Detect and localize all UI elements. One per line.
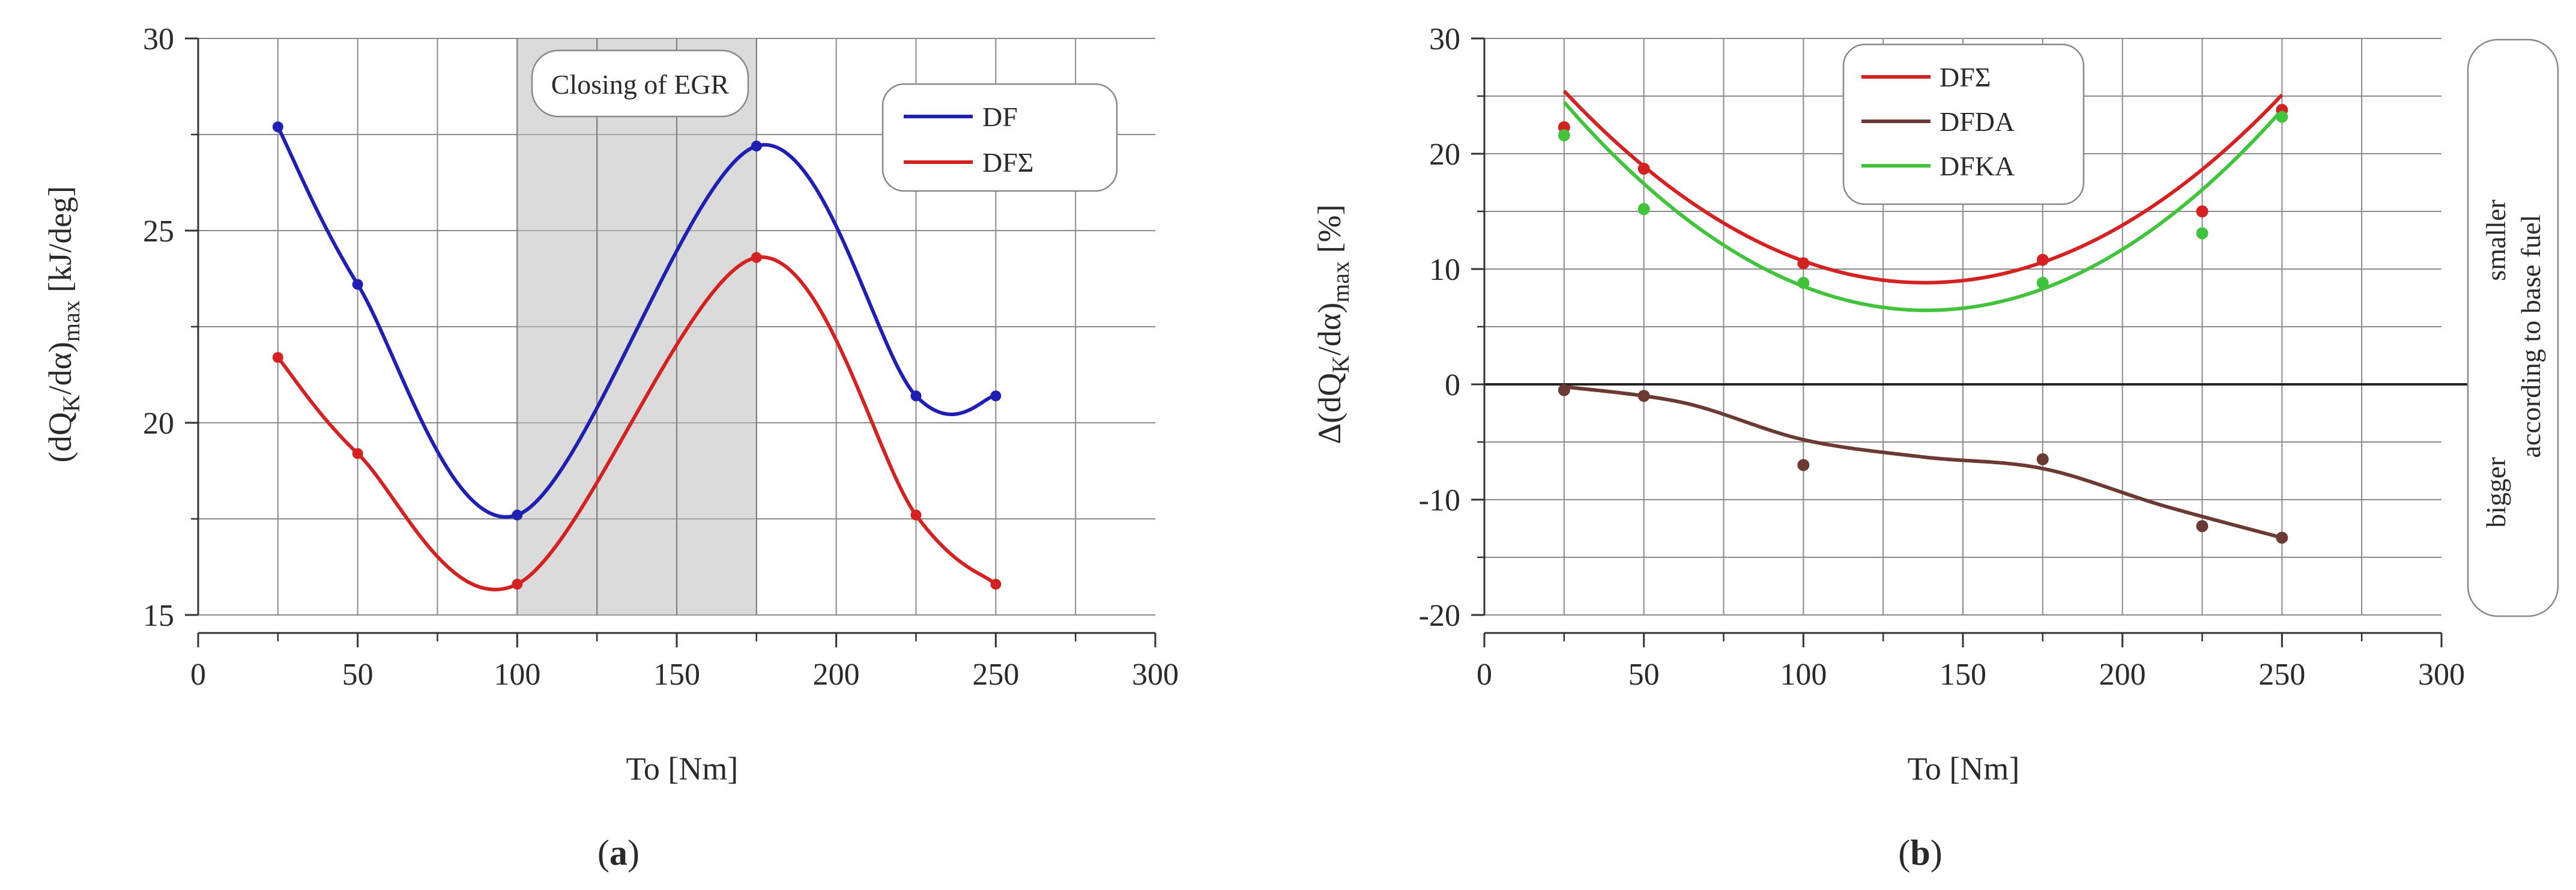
data-point-DFDA xyxy=(2196,520,2209,533)
x-tick-label: 300 xyxy=(2418,658,2465,692)
x-axis-label-b: To [Nm] xyxy=(1908,751,2020,787)
data-point-DF xyxy=(272,121,283,133)
x-axis-label-a: To [Nm] xyxy=(626,751,739,787)
side-note-top: smaller xyxy=(2481,199,2511,280)
legend-label-dfda: DFDA xyxy=(1940,106,2015,137)
axes-a xyxy=(185,37,1156,647)
shade-label: Closing of EGR xyxy=(551,69,730,100)
side-note-bottom: bigger xyxy=(2481,457,2511,528)
y-axis-label-b: Δ(dQK/dα)max [%] xyxy=(1311,204,1354,444)
series-line-DFΣ xyxy=(276,255,997,592)
data-point-DF xyxy=(910,390,922,402)
x-tick-label: 250 xyxy=(2258,658,2305,692)
x-tick-label: 300 xyxy=(1132,658,1179,692)
data-point-DFKA xyxy=(2196,227,2209,240)
panel-label-b: (b) xyxy=(1898,833,1942,873)
legend-label-dfsigma-b: DFΣ xyxy=(1940,62,1991,92)
fit-line-DFDA xyxy=(1564,384,2283,540)
data-point-DFKA xyxy=(2276,110,2288,123)
y-tick-label: 15 xyxy=(143,599,174,633)
series-points-b xyxy=(1558,104,2288,544)
legend-b: DFΣ DFDA DFKA xyxy=(1842,43,2085,205)
x-tick-label: 100 xyxy=(494,658,540,692)
legend-label-dfsigma-a: DFΣ xyxy=(982,147,1034,178)
data-point-DFΣ xyxy=(910,509,922,521)
y-tick-label: 30 xyxy=(1429,22,1460,56)
data-point-DFDA xyxy=(2276,531,2288,544)
data-point-DFKA xyxy=(1797,277,1810,289)
data-point-DFKA xyxy=(2036,277,2049,289)
legend-box-a xyxy=(881,83,1118,192)
legend-label-df: DF xyxy=(982,101,1018,132)
data-point-DF xyxy=(512,509,523,521)
y-tick-label: -10 xyxy=(1419,483,1460,518)
x-tick-label: 50 xyxy=(342,658,373,692)
y-axis-label-a: (dQK/dα)max [kJ/deg] xyxy=(42,186,85,462)
data-point-DF xyxy=(990,390,1002,402)
side-note: smaller bigger according to base fuel xyxy=(2467,38,2559,617)
fit-line-DFKA xyxy=(1562,101,2284,312)
y-tick-label: 20 xyxy=(1429,138,1460,172)
x-tick-label: 50 xyxy=(1628,658,1660,692)
data-point-DFΣ xyxy=(352,448,363,459)
axes-b xyxy=(1471,37,2443,647)
data-point-DFDA xyxy=(1797,459,1810,471)
data-point-DFDA xyxy=(2036,453,2049,465)
x-tick-label: 200 xyxy=(813,658,860,692)
data-point-DFDA xyxy=(1558,384,1570,396)
legend-label-dfka: DFKA xyxy=(1940,151,2015,181)
data-point-DFΣ xyxy=(751,252,762,263)
data-point-DFΣ xyxy=(1637,162,1650,175)
x-tick-label: 150 xyxy=(1940,658,1986,692)
fit-line-DFΣ xyxy=(1562,89,2284,285)
data-point-DFKA xyxy=(1637,203,1650,216)
y-tick-label: 10 xyxy=(1429,253,1460,287)
data-point-DF xyxy=(352,279,363,290)
x-tick-label: 150 xyxy=(653,658,700,692)
data-point-DFΣ xyxy=(2196,205,2209,217)
x-tick-label: 200 xyxy=(2099,658,2146,692)
series-lines-b xyxy=(1562,89,2284,540)
side-note-box xyxy=(2467,38,2559,617)
x-tick-label: 0 xyxy=(1477,658,1492,692)
y-tick-label: 0 xyxy=(1445,368,1460,402)
data-point-DFΣ xyxy=(1797,257,1810,270)
data-point-DF xyxy=(751,141,762,152)
y-tick-label: 20 xyxy=(143,407,174,441)
y-tick-label: -20 xyxy=(1419,599,1460,633)
data-point-DFΣ xyxy=(512,578,523,590)
x-tick-label: 250 xyxy=(972,658,1019,692)
y-tick-label: 30 xyxy=(143,22,174,56)
data-point-DFΣ xyxy=(2036,253,2049,266)
data-point-DFΣ xyxy=(272,352,283,363)
series-points-a xyxy=(272,121,1002,590)
data-point-DFΣ xyxy=(990,578,1002,590)
x-tick-label: 100 xyxy=(1780,658,1827,692)
panel-label-a: (a) xyxy=(597,833,639,873)
shade-label-box xyxy=(531,49,749,118)
legend-a: DF DFΣ xyxy=(881,83,1118,192)
side-note-middle: according to base fuel xyxy=(2515,215,2546,458)
x-tick-label: 0 xyxy=(190,658,206,692)
data-point-DFDA xyxy=(1637,390,1650,402)
data-point-DFKA xyxy=(1558,129,1570,142)
y-tick-label: 25 xyxy=(143,214,174,249)
